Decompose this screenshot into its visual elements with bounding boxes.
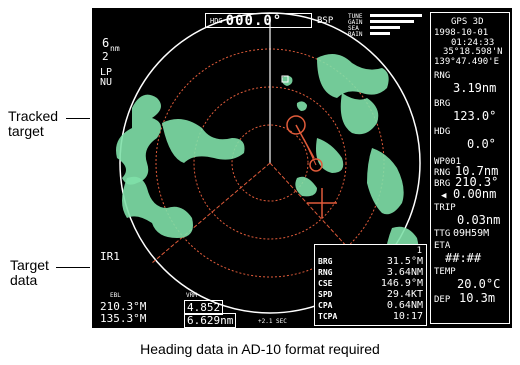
wpt-brg-label: BRG [434, 179, 451, 189]
heading-readout: HDG 000.0° [205, 12, 312, 29]
heading-value: 000.0° [225, 12, 283, 29]
trip-value: 0.03nm [457, 213, 501, 227]
target-rng-label: RNG [318, 268, 333, 277]
vrm2-value: 6.629nm [184, 313, 237, 328]
wpt-rng-label: RNG [434, 168, 451, 178]
target-brg-label: BRG [318, 257, 333, 266]
range-value: 6 [102, 36, 110, 50]
gain-bar [370, 20, 414, 23]
vrm-tag: VRM [186, 292, 197, 299]
rng-label: RNG [434, 71, 451, 81]
tune-bar [370, 14, 422, 17]
gain-label: GAIN [348, 19, 363, 26]
ebl-tag: EBL [110, 292, 121, 299]
target-cse-row: CSE 146.9°M [318, 279, 423, 289]
dep-value: 10.3m [459, 291, 496, 305]
target-cpa-label: CPA [318, 301, 333, 310]
hdg-value: 0.0° [467, 137, 496, 151]
rng-value: 3.19nm [453, 81, 497, 95]
brg-label: BRG [434, 99, 451, 109]
rain-bar [370, 32, 390, 35]
mode-line-1: LP [100, 67, 113, 78]
ebl1-value: 210.3°M [100, 300, 147, 313]
target-spd-row: SPD 29.4KT [318, 290, 423, 300]
gps-date: 1998-10-01 [434, 28, 489, 38]
ebl2-value: 135.3°M [100, 312, 147, 325]
wpt-rng-value: 10.7nm [455, 164, 499, 178]
target-id: 1 [416, 246, 422, 256]
brg-value: 123.0° [453, 109, 497, 123]
tracked-target-symbol [286, 115, 306, 135]
target-cpa-row: CPA 0.64NM [318, 301, 423, 311]
target-tcpa-label: TCPA [318, 312, 338, 321]
gps-mode: GPS 3D [451, 17, 484, 27]
target-tcpa-row: TCPA 10:17 [318, 312, 423, 322]
acquired-target-symbol [309, 158, 323, 172]
dep-label: DEP [434, 295, 451, 305]
range-rings-value: 2 [102, 50, 109, 63]
temp-value: 20.0°C [457, 277, 501, 291]
target-cse-label: CSE [318, 279, 333, 288]
target-rng-row: RNG 3.64NM [318, 268, 423, 278]
xte-arrow-icon: ◀ [441, 191, 447, 201]
radar-ppi [116, 12, 421, 314]
target-cse-value: 146.9°M [380, 278, 423, 289]
radar-display: HDG 000.0° BSP 6 nm 2 LP NU IR1 TUNE GAI… [92, 8, 512, 328]
longitude: 139°47.490'E [434, 57, 500, 67]
ebl-line-1 [151, 162, 271, 264]
latitude: 35°18.598'N [443, 47, 503, 57]
xte-value: 0.00nm [453, 187, 497, 201]
target-spd-label: SPD [318, 290, 333, 299]
rain-label: RAIN [348, 31, 363, 38]
eta-label: ETA [434, 241, 451, 251]
wpt-brg-value: 210.3° [455, 175, 499, 189]
target-brg-row: BRG 31.5°M [318, 257, 423, 267]
land-echoes [116, 54, 419, 294]
range-unit: nm [110, 44, 120, 53]
target-data-box: 1 BRG 31.5°M RNG 3.64NM CSE 146.9°M SPD … [314, 244, 427, 326]
hdg-label: HDG [434, 127, 451, 137]
waypoint-label: WP001 [434, 157, 462, 167]
ttg-label: TTG [434, 229, 451, 239]
sea-bar [370, 26, 400, 29]
vrm1-value: 4.852 [184, 300, 224, 315]
target-tcpa-value: 10:17 [392, 311, 423, 322]
guard-zone-marker [281, 75, 289, 83]
target-cpa-value: 0.64NM [386, 300, 423, 311]
heading-tag: HDG [210, 16, 223, 25]
ebl-line-2 [269, 162, 351, 251]
range-ring-inner [231, 124, 309, 202]
ttg-value: 09H59M [453, 228, 490, 239]
bottom-status-tag: +2.1 SEC [258, 318, 287, 325]
acquired-target-vector [303, 138, 317, 166]
navigation-data-panel: GPS 3D 1998-10-01 01:24:33 35°18.598'N 1… [430, 12, 510, 324]
interference-rejection: IR1 [100, 250, 120, 263]
figure-caption: Heading data in AD-10 format required [140, 341, 380, 357]
target-brg-value: 31.5°M [386, 256, 423, 267]
gps-time: 01:24:33 [451, 38, 495, 48]
target-spd-value: 29.4KT [386, 289, 423, 300]
tune-label: TUNE [348, 13, 363, 20]
temp-label: TEMP [434, 267, 456, 277]
eta-value: ##:## [445, 251, 482, 265]
tracked-target-leader-line [66, 118, 90, 119]
trip-label: TRIP [434, 203, 456, 213]
sea-label: SEA [348, 25, 359, 32]
tracked-target-callout: Tracked target [8, 108, 59, 139]
target-data-callout: Target data [10, 257, 49, 288]
mode-line-2: NU [100, 77, 113, 88]
heading-reference: BSP [317, 16, 334, 26]
target-rng-value: 3.64NM [386, 267, 423, 278]
target-data-leader-line [56, 267, 90, 268]
